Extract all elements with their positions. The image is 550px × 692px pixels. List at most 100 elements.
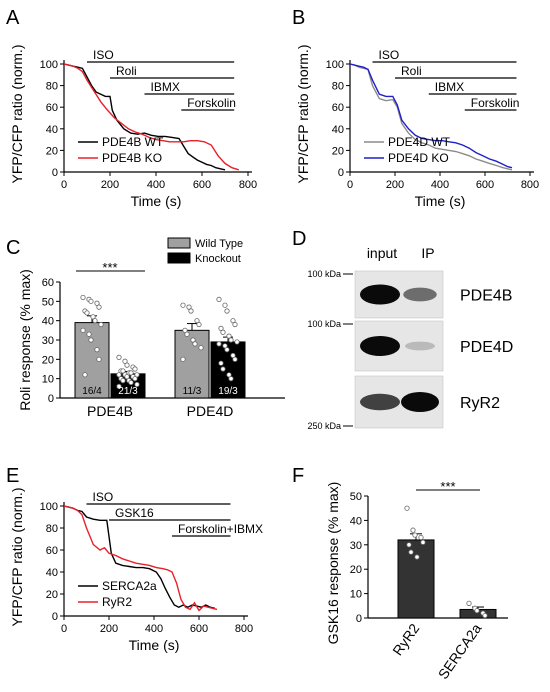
panel-e-x-tick-label: 800 — [235, 623, 253, 635]
panel-e-y-tick-label: 0 — [52, 611, 58, 623]
panel-letter-c: C — [6, 237, 20, 259]
panel-d-band — [405, 341, 435, 351]
panel-c-legend-label: Wild Type — [195, 238, 243, 250]
panel-c-data-point — [186, 304, 192, 310]
panel-e-x-tick-label: 600 — [190, 623, 208, 635]
panel-c-data-point — [232, 321, 238, 328]
panel-b-series-line — [349, 63, 513, 171]
panel-a-y-tick-label: 0 — [52, 167, 58, 179]
panel-b-y-tick-label: 0 — [338, 167, 344, 179]
panel-b-x-tick-label: 0 — [347, 179, 353, 191]
panel-c-y-axis-label: Roli response (% max) — [17, 269, 33, 411]
panel-a-y-tick-label: 40 — [46, 124, 58, 136]
panel-b-y-tick-label: 100 — [326, 59, 344, 71]
panel-c-data-point — [122, 358, 128, 364]
panel-e-x-tick-label: 0 — [61, 623, 67, 635]
panel-c-data-point — [230, 318, 236, 324]
panel-c-data-point — [94, 347, 100, 353]
panel-b-treatment-label: Roli — [401, 64, 422, 78]
panel-c-data-point — [224, 347, 230, 353]
panel-a-x-tick-label: 800 — [239, 179, 257, 191]
panel-a-legend-label: PDE4B KO — [102, 151, 162, 165]
panel-c-data-point — [98, 321, 104, 328]
panel-b-legend-label: PDE4D KO — [388, 151, 449, 165]
panel-letter-f: F — [292, 465, 304, 487]
panel-f-y-tick-label: 50 — [350, 491, 362, 503]
panel-d-marker-label: 100 kDa — [307, 269, 341, 279]
panel-c-data-point — [80, 294, 86, 301]
panel-f-y-axis-label: GSK16 response (% max) — [325, 482, 341, 645]
panel-a-x-tick-label: 400 — [147, 179, 165, 191]
panel-a-treatment-label: IBMX — [151, 80, 180, 94]
panel-c-legend-swatch — [167, 237, 191, 249]
panel-f-data-point — [474, 608, 480, 614]
panel-c-data-point — [216, 296, 222, 302]
panel-a-y-tick-label: 60 — [46, 102, 58, 114]
panel-c-n-label: 19/3 — [218, 386, 238, 397]
panel-c-data-point — [116, 354, 122, 360]
panel-c-chart: 0 10 20 30 40 50 60 Roli response (% max) PDE4B 1… — [17, 237, 285, 419]
panel-c-data-point — [220, 366, 226, 372]
panel-c-data-point — [218, 325, 224, 331]
panel-c-y-tick-label: 60 — [42, 277, 54, 289]
panel-e-treatment-label: ISO — [93, 490, 114, 504]
panel-b-x-tick-label: 800 — [521, 179, 539, 191]
panel-c-data-point — [196, 321, 202, 328]
panel-a-series-line — [63, 63, 240, 171]
panel-f-y-tick-label: 20 — [350, 564, 362, 576]
panel-c-data-point — [128, 370, 134, 376]
panel-c-n-label: 21/3 — [118, 386, 138, 397]
panel-a-y-tick-label: 20 — [46, 145, 58, 157]
panel-c-legend-label: Knockout — [195, 253, 241, 265]
panel-c-data-point — [82, 372, 88, 378]
panel-b-y-tick-label: 80 — [332, 81, 344, 93]
panel-c-legend-swatch — [167, 252, 191, 264]
panel-c-y-tick-label: 10 — [42, 374, 54, 386]
panel-e-y-tick-label: 40 — [46, 567, 58, 579]
panel-c-data-point — [226, 333, 232, 339]
panel-b-treatment-label: ISO — [379, 48, 400, 62]
panel-c-data-point — [180, 356, 186, 362]
panel-f-y-tick-label: 10 — [350, 589, 362, 601]
panel-e-y-tick-label: 20 — [46, 589, 58, 601]
panel-e-series-line — [63, 505, 218, 612]
panel-c-data-point — [132, 366, 138, 372]
panel-f-data-point — [410, 527, 416, 533]
panel-c-data-point — [96, 356, 102, 362]
panel-c-data-point — [120, 377, 126, 384]
panel-d-row-label: PDE4B — [460, 288, 512, 305]
panel-b-x-tick-label: 200 — [386, 179, 404, 191]
panel-f-data-point — [420, 539, 426, 545]
panel-c-data-point — [134, 372, 140, 378]
panel-d-blot: input IP PDE4B 100 kDa PDE4D 100 kDa RyR2 250 k… — [307, 245, 513, 431]
panel-c-data-point — [222, 302, 228, 308]
panel-letter-a: A — [6, 7, 20, 29]
panel-d-band — [403, 287, 437, 302]
panel-f-chart: 0 10 20 30 40 50 GSK16 response (% max) RyR2 SER… — [325, 479, 508, 682]
panel-a-treatment-label: Roli — [116, 64, 137, 78]
panel-c-data-point — [96, 304, 102, 310]
panel-a-y-tick-label: 80 — [46, 81, 58, 93]
panel-c-category-label: PDE4D — [187, 403, 234, 419]
panel-c-data-point — [94, 300, 100, 306]
panel-f-significance-label: *** — [440, 479, 455, 494]
panel-e-treatment-label: Forskolin+IBMX — [178, 522, 263, 536]
panel-c-data-point — [198, 345, 204, 351]
panel-d-band — [360, 284, 400, 305]
panel-b-treatment-label: IBMX — [435, 80, 464, 94]
panel-c-data-point — [228, 337, 234, 343]
panel-f-category-label: SERCA2a — [435, 620, 485, 682]
panel-c-data-point — [234, 339, 240, 345]
panel-c-data-point — [216, 341, 222, 347]
panel-c-data-point — [232, 356, 238, 362]
panel-c-data-point — [218, 360, 224, 366]
panel-c-data-point — [180, 302, 186, 308]
panel-letter-e: E — [6, 465, 19, 487]
panel-c-bar — [74, 322, 110, 399]
panel-f-y-tick-label: 30 — [350, 540, 362, 552]
panel-d-column-label: input — [367, 245, 397, 261]
panel-b-x-tick-label: 600 — [476, 179, 494, 191]
panel-c-data-point — [88, 298, 94, 304]
panel-c-data-point — [182, 327, 188, 333]
panel-c-data-point — [230, 352, 236, 359]
